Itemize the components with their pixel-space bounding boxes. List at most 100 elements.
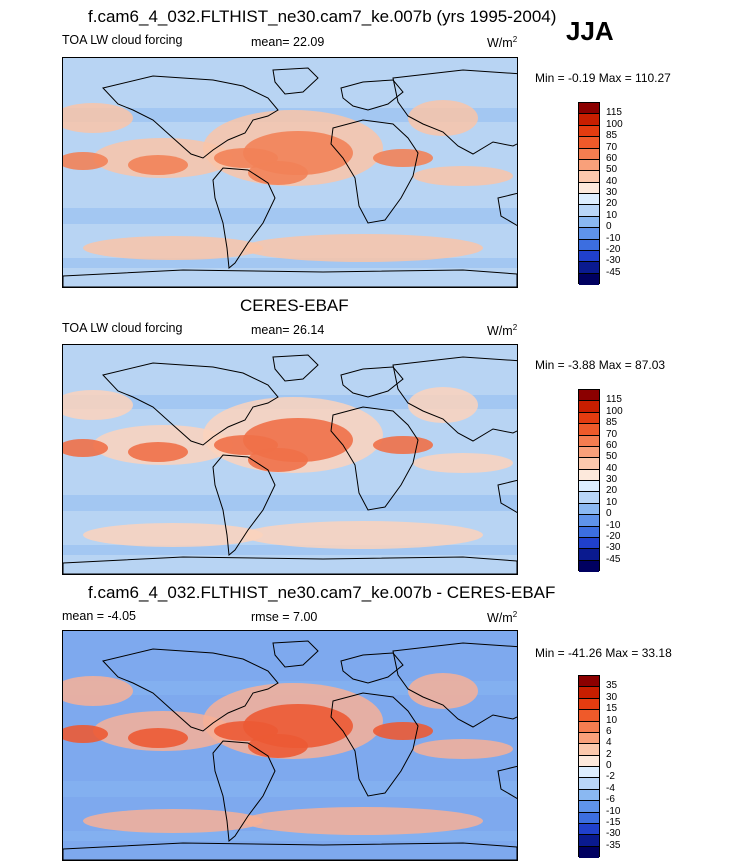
- colorbar-tick-label: -15: [606, 816, 621, 828]
- colorbar-tick-label: 0: [606, 221, 612, 233]
- colorbar-tick-label: -30: [606, 828, 621, 840]
- colorbar-swatch: [579, 159, 599, 172]
- colorbar-swatch: [579, 182, 599, 194]
- coastline: [63, 556, 517, 574]
- coastline: [330, 119, 419, 224]
- colorbar-swatch: [579, 778, 599, 790]
- coastline: [212, 454, 276, 556]
- colorbar-swatch: [579, 114, 599, 126]
- colorbar-tick-label: 60: [606, 152, 618, 164]
- colorbar-tick-label: 30: [606, 187, 618, 198]
- colorbar-swatch: [579, 812, 599, 824]
- colorbar-swatch: [579, 492, 599, 504]
- colorbar-tick-label: -20: [606, 530, 621, 542]
- coastline: [392, 69, 517, 155]
- coastline: [340, 366, 404, 398]
- colorbar-tick-label: 15: [606, 703, 618, 715]
- colorbar-tick-label: 40: [606, 462, 618, 474]
- colorbar-swatch: [579, 710, 599, 722]
- colorbar-swatch: [579, 789, 599, 802]
- colorbar-swatch: [579, 390, 599, 402]
- colorbar-tick-label: 85: [606, 130, 618, 142]
- colorbar-tick-label: 40: [606, 175, 618, 187]
- coastline: [63, 269, 517, 287]
- panel3-mean-label: mean = -4.05: [62, 609, 137, 623]
- coastline: [392, 356, 517, 442]
- colorbar-tick-label: -10: [606, 232, 621, 244]
- colorbar-tick-label: -2: [606, 771, 615, 783]
- colorbar-tick-label: -10: [606, 519, 621, 531]
- coastline: [212, 740, 276, 842]
- colorbar-swatch: [579, 481, 599, 493]
- coastline: [102, 648, 279, 732]
- colorbar-swatch: [579, 148, 599, 160]
- colorbar-tick-label: 85: [606, 417, 618, 429]
- colorbar-swatch: [579, 823, 599, 836]
- panel2-units: W/m2: [487, 323, 518, 339]
- panel1-units: W/m2: [487, 35, 518, 51]
- panel2-colorbar: [578, 389, 600, 572]
- panel3-map: [62, 630, 518, 861]
- coastline: [340, 652, 404, 684]
- colorbar-tick-label: 70: [606, 428, 618, 440]
- colorbar-swatch: [579, 526, 599, 538]
- panel2-title: CERES-EBAF: [240, 296, 349, 315]
- colorbar-swatch: [579, 458, 599, 470]
- colorbar-tick-label: 50: [606, 164, 618, 176]
- coastline: [272, 640, 319, 668]
- colorbar-tick-label: 10: [606, 496, 618, 508]
- colorbar-swatch: [579, 755, 599, 767]
- colorbar-swatch: [579, 125, 599, 138]
- colorbar-tick-label: 0: [606, 760, 612, 771]
- colorbar-swatch: [579, 503, 599, 516]
- colorbar-tick-label: 20: [606, 198, 618, 210]
- colorbar-tick-label: 6: [606, 725, 612, 737]
- panel2-minmax: Min = -3.88 Max = 87.03: [535, 358, 666, 372]
- colorbar-swatch: [579, 835, 599, 847]
- colorbar-swatch: [579, 446, 599, 459]
- colorbar-tick-label: 20: [606, 485, 618, 497]
- colorbar-tick-label: 2: [606, 748, 612, 760]
- colorbar-tick-label: 35: [606, 680, 618, 692]
- colorbar-tick-label: 115: [606, 107, 622, 119]
- colorbar-swatch: [579, 250, 599, 263]
- colorbar-tick-label: 100: [606, 118, 623, 130]
- colorbar-swatch: [579, 744, 599, 756]
- colorbar-tick-label: -10: [606, 805, 621, 817]
- coastline: [340, 79, 404, 111]
- colorbar-swatch: [579, 137, 599, 149]
- panel3-title: f.cam6_4_032.FLTHIST_ne30.cam7_ke.007b -…: [88, 583, 556, 602]
- coastline: [497, 192, 517, 226]
- colorbar-swatch: [579, 721, 599, 733]
- colorbar-swatch: [579, 103, 599, 115]
- coastline: [497, 765, 517, 799]
- coastline: [63, 842, 517, 860]
- colorbar-swatch: [579, 424, 599, 436]
- colorbar-tick-label: 115: [606, 394, 622, 406]
- colorbar-tick-label: -6: [606, 794, 615, 806]
- colorbar-tick-label: -30: [606, 255, 621, 267]
- coastline: [212, 167, 276, 269]
- panel2-variable-label: TOA LW cloud forcing: [62, 321, 183, 335]
- colorbar-tick-label: 0: [606, 508, 612, 520]
- colorbar-tick-label: -45: [606, 266, 621, 278]
- panel1-mean-label: mean= 22.09: [251, 35, 325, 49]
- coastline: [272, 354, 319, 382]
- panel1-variable-label: TOA LW cloud forcing: [62, 33, 183, 47]
- panel2-mean-label: mean= 26.14: [251, 323, 325, 337]
- colorbar-swatch: [579, 515, 599, 527]
- coastline: [102, 362, 279, 446]
- coastline: [330, 692, 419, 797]
- panel3-units: W/m2: [487, 610, 518, 626]
- panel1-minmax: Min = -0.19 Max = 110.27: [535, 71, 671, 85]
- panel3-rmse-label: rmse = 7.00: [251, 610, 318, 624]
- colorbar-swatch: [579, 273, 599, 285]
- coastline: [102, 75, 279, 159]
- colorbar-swatch: [579, 205, 599, 217]
- panel3-colorbar: [578, 675, 600, 858]
- colorbar-tick-label: 60: [606, 439, 618, 451]
- colorbar-swatch: [579, 698, 599, 711]
- colorbar-tick-label: -30: [606, 542, 621, 554]
- colorbar-tick-label: 50: [606, 451, 618, 463]
- colorbar-tick-label: -20: [606, 243, 621, 255]
